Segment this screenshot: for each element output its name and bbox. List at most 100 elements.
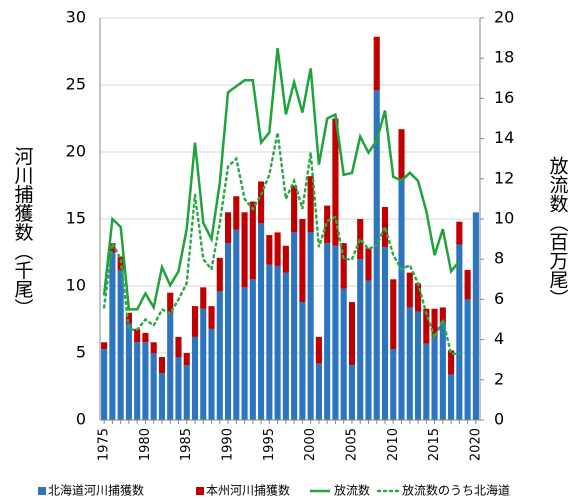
bar	[406, 272, 413, 308]
bar	[464, 299, 471, 420]
bar	[175, 336, 182, 358]
y2-tick-label: 18	[494, 48, 514, 67]
bar	[431, 336, 438, 420]
bar	[373, 90, 380, 421]
legend-label: 放流数	[334, 483, 370, 498]
bar	[472, 212, 479, 420]
y2-tick-label: 0	[494, 410, 504, 429]
bar	[348, 302, 356, 366]
x-tick-label: 1985	[179, 428, 194, 461]
bar	[258, 181, 265, 224]
y2-tick-label: 6	[494, 289, 504, 308]
bar	[233, 196, 240, 230]
bar	[439, 307, 446, 324]
bar	[398, 178, 405, 420]
bar	[456, 221, 463, 245]
bar	[175, 357, 182, 420]
bar	[291, 185, 298, 233]
y-tick-label: 15	[66, 209, 86, 228]
bar	[390, 279, 397, 349]
bar	[109, 252, 116, 420]
bar	[299, 219, 306, 303]
bar	[134, 328, 141, 343]
bar	[365, 248, 372, 281]
bar	[101, 348, 108, 420]
bar	[332, 245, 339, 420]
bar	[125, 323, 132, 420]
bar	[423, 308, 430, 344]
y2-tick-label: 2	[494, 369, 504, 388]
bar	[315, 363, 322, 420]
legend-swatch	[38, 487, 46, 495]
legend-label: 放流数のうち北海道	[402, 483, 510, 498]
bar	[224, 212, 232, 244]
bar	[324, 243, 331, 420]
bar	[101, 342, 108, 349]
y2-tick-label: 16	[494, 88, 514, 107]
bar	[134, 342, 141, 420]
bar	[307, 232, 314, 420]
x-tick-label: 1995	[262, 428, 277, 461]
y-tick-label: 20	[66, 142, 86, 161]
bar	[448, 350, 455, 375]
bar	[398, 129, 405, 179]
y2-tick-label: 8	[494, 249, 504, 268]
line	[102, 132, 461, 355]
bar	[150, 342, 157, 353]
bar	[167, 292, 174, 313]
y2-tick-label: 4	[494, 329, 504, 348]
bar	[414, 283, 422, 312]
bar	[117, 269, 124, 420]
x-tick-label: 2010	[386, 428, 401, 461]
y2-axis-title: 放流数（百万尾）	[547, 156, 569, 308]
bar	[274, 265, 281, 420]
bar	[291, 232, 298, 420]
bar	[216, 257, 223, 292]
y2-tick-label: 12	[494, 168, 514, 187]
bar	[332, 118, 339, 246]
x-tick-label: 2020	[468, 428, 483, 461]
y2-tick-label: 10	[494, 209, 514, 228]
x-tick-label: 1975	[97, 428, 112, 461]
bar	[307, 176, 314, 233]
legend-swatch	[196, 487, 204, 495]
bar	[167, 312, 174, 420]
bar	[381, 247, 389, 420]
bar	[183, 365, 190, 420]
bar	[258, 223, 265, 420]
bar	[456, 244, 463, 420]
bar	[423, 343, 430, 420]
bar	[249, 279, 256, 420]
y-tick-label: 0	[76, 410, 86, 429]
x-tick-label: 2005	[344, 428, 359, 461]
line	[102, 47, 461, 311]
bar	[158, 357, 166, 374]
bar	[439, 323, 446, 420]
bar	[200, 287, 207, 309]
y2-tick-label: 20	[494, 8, 514, 27]
bar	[191, 306, 199, 337]
x-tick-label: 2000	[303, 428, 318, 461]
bar	[241, 287, 248, 420]
bar	[299, 302, 306, 420]
x-tick-label: 1990	[221, 428, 236, 461]
y-axis-title: 河川捕獲数（千尾）	[12, 146, 34, 317]
bar	[340, 243, 347, 289]
bar	[266, 264, 273, 420]
bar	[158, 373, 166, 420]
bar	[142, 342, 149, 420]
bar	[183, 353, 190, 366]
y2-tick-label: 14	[494, 128, 514, 147]
bar	[266, 235, 273, 265]
bar	[208, 306, 215, 329]
bar	[414, 311, 422, 420]
bar	[191, 336, 199, 420]
bar	[431, 308, 438, 337]
x-tick-label: 2015	[427, 428, 442, 461]
bar	[406, 307, 413, 420]
bar	[348, 365, 356, 420]
legend-label: 本州河川捕獲数	[206, 483, 290, 498]
bar	[200, 308, 207, 420]
